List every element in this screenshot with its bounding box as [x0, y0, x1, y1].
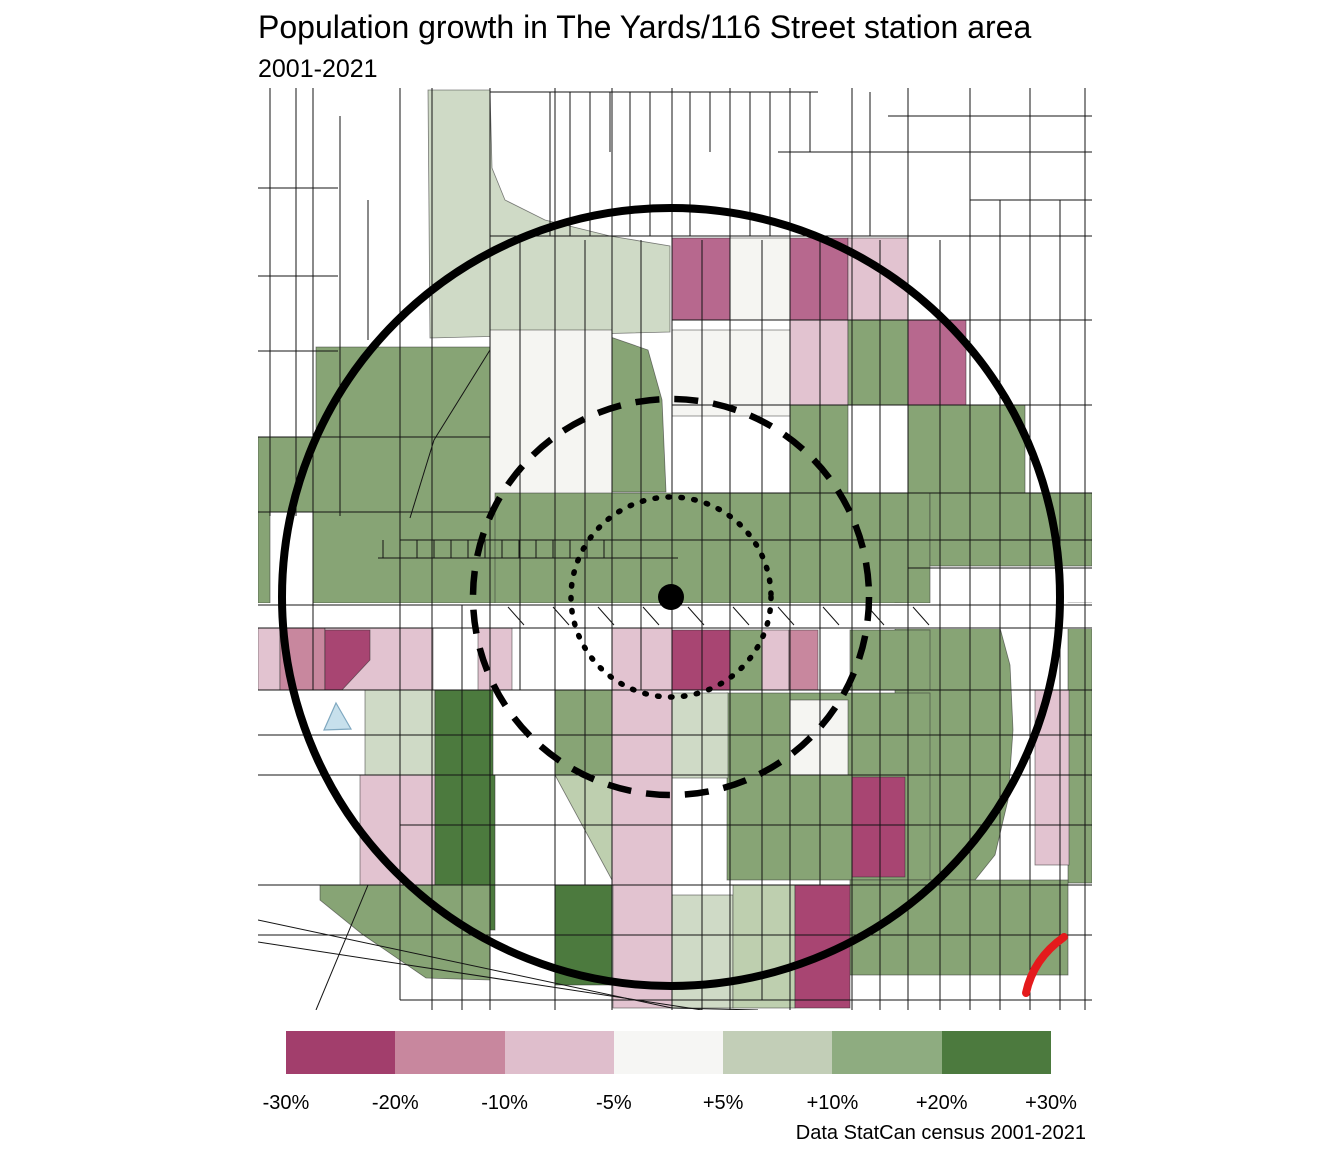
census-block	[847, 319, 909, 406]
census-block	[907, 404, 1026, 494]
legend-swatch	[395, 1031, 505, 1074]
census-block	[494, 492, 931, 604]
census-block	[324, 629, 371, 691]
rail-tick	[687, 606, 705, 626]
census-block	[789, 699, 849, 776]
legend-label: -20%	[371, 1092, 419, 1114]
map-canvas	[258, 88, 1092, 1010]
census-block	[258, 627, 281, 691]
legend-labels: -30% -20% -10% -5% +5% +10% +20% +30%	[263, 1092, 1077, 1118]
page-subtitle: 2001-2021	[258, 55, 378, 83]
census-block	[788, 629, 819, 691]
legend-swatch	[504, 1031, 614, 1074]
radius-ring-dotted	[568, 494, 774, 700]
station-marker	[658, 584, 684, 610]
street-line	[258, 919, 673, 1009]
street-line	[315, 884, 369, 1010]
legend-swatch	[832, 1031, 942, 1074]
census-block	[554, 774, 613, 881]
street-line	[433, 349, 491, 441]
census-block	[761, 629, 790, 691]
street-line	[671, 1007, 759, 1010]
legend-color-scale	[286, 1031, 1051, 1074]
legend-swatch	[723, 1031, 833, 1074]
legend-label: +5%	[702, 1092, 744, 1114]
census-block	[611, 627, 673, 886]
census-block	[258, 511, 271, 604]
legend-swatch	[286, 1031, 396, 1074]
rail-tick	[597, 606, 615, 626]
legend-label: +20%	[915, 1092, 968, 1114]
highway-segment	[1022, 933, 1068, 997]
rail-tick	[552, 606, 570, 626]
street-line	[258, 941, 703, 1010]
census-block	[1067, 602, 1092, 884]
census-block	[732, 884, 796, 1009]
census-block	[258, 346, 491, 513]
census-block	[671, 237, 731, 321]
street-line	[409, 439, 435, 519]
map-area	[258, 88, 1092, 1010]
census-block	[427, 89, 671, 339]
legend-label: +30%	[1025, 1092, 1077, 1114]
legend-label: +10%	[806, 1092, 859, 1114]
data-attribution: Data StatCan census 2001-2021	[795, 1122, 1086, 1144]
census-block	[671, 629, 731, 691]
page-title: Population growth in The Yards/116 Stree…	[258, 9, 1032, 45]
census-block	[789, 319, 849, 406]
pond	[323, 701, 353, 731]
rail-tick	[642, 606, 660, 626]
census-block	[554, 689, 613, 776]
census-block	[849, 879, 1069, 976]
rail-tick	[732, 606, 750, 626]
legend-label: -10%	[481, 1092, 528, 1114]
rail-tick	[507, 606, 525, 626]
census-block	[729, 237, 791, 321]
rail-tick	[822, 606, 840, 626]
rail-tick	[777, 606, 795, 626]
rail-tick	[912, 606, 930, 626]
legend-swatch	[613, 1031, 724, 1074]
radius-ring-solid	[278, 204, 1064, 990]
legend-label: -30%	[262, 1092, 310, 1114]
census-block	[319, 884, 491, 981]
legend-label: -5%	[596, 1092, 632, 1114]
census-block	[434, 689, 494, 776]
legend-swatch	[941, 1031, 1051, 1074]
census-block	[851, 776, 906, 878]
radius-ring-dashed	[469, 395, 873, 799]
census-block	[729, 629, 763, 691]
census-block	[929, 492, 1092, 567]
